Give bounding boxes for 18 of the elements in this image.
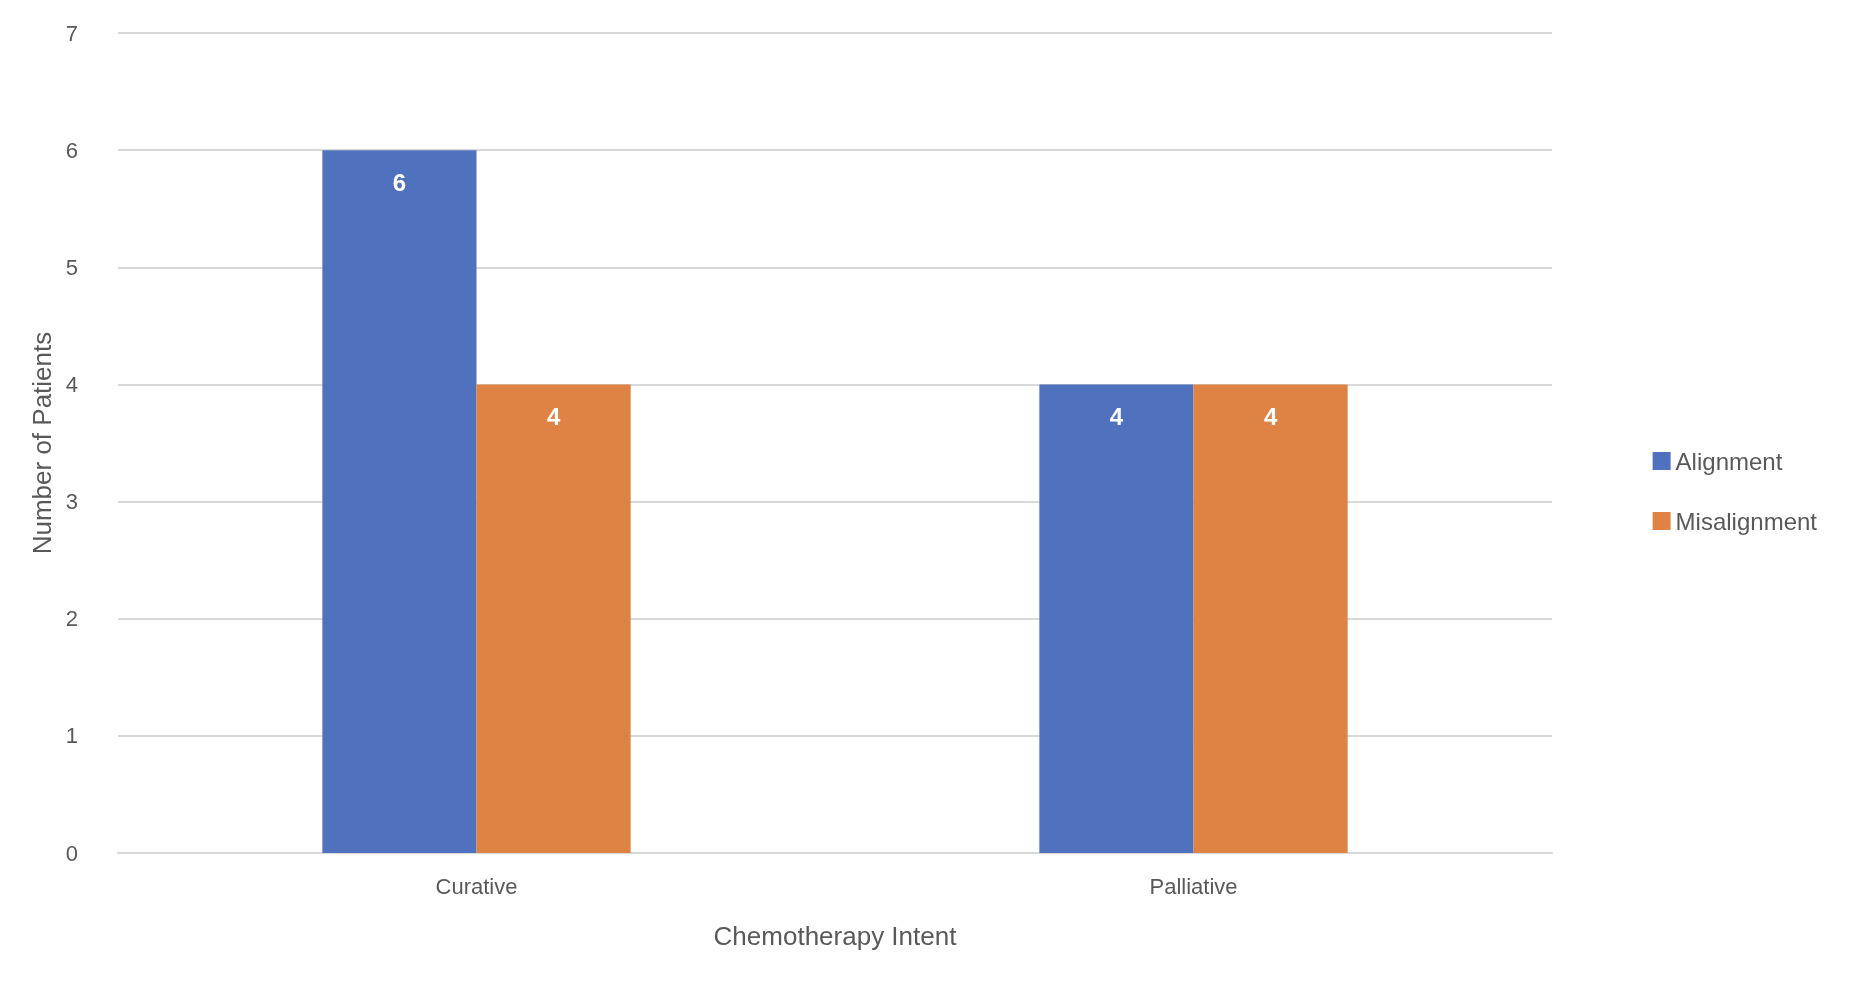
y-tick-label: 5 [65, 254, 78, 280]
y-tick-label: 4 [65, 371, 78, 397]
y-tick-label: 0 [65, 840, 78, 866]
legend-label: Alignment [1675, 447, 1783, 475]
legend-label: Misalignment [1675, 507, 1818, 535]
data-label: 4 [1263, 402, 1278, 430]
x-tick-label: Curative [435, 873, 518, 899]
data-label: 4 [1109, 402, 1124, 430]
y-tick-label: 3 [65, 489, 78, 515]
x-axis-title: Chemotherapy Intent [713, 921, 958, 951]
data-label: 4 [546, 402, 561, 430]
y-axis-title: Number of Patients [26, 331, 57, 555]
y-tick-label: 6 [65, 137, 78, 163]
y-tick-label: 1 [65, 723, 78, 749]
x-tick-label: Palliative [1149, 873, 1238, 899]
data-label: 6 [392, 168, 407, 196]
y-tick-label: 2 [65, 606, 78, 632]
y-tick-label: 7 [65, 20, 78, 46]
